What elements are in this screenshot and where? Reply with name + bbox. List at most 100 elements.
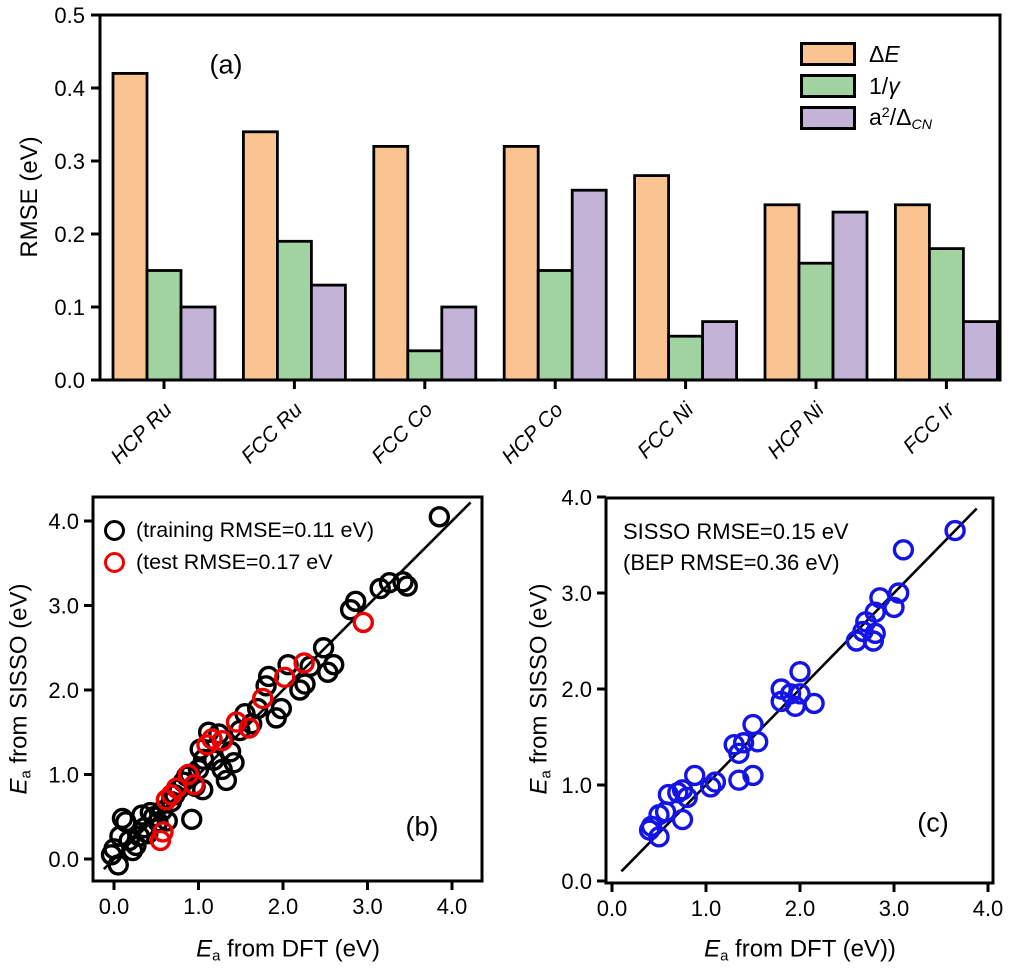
bar-fcc-co-s0: [372, 144, 410, 382]
point-test-12: [252, 687, 274, 710]
test-legend-label: (test RMSE=0.17 eV: [136, 549, 333, 574]
a2dcn-swatch: [800, 106, 856, 130]
x-tick-label: 2.0: [268, 894, 299, 919]
legend-item-gamma-label: 1/γ: [869, 73, 900, 100]
y-tick-label: 3.0: [561, 581, 592, 606]
squared-superscript: 2: [881, 104, 890, 121]
point-training-49: [312, 637, 335, 659]
x-tick-label: 3.0: [352, 894, 383, 919]
point-test-14: [293, 652, 315, 674]
bar-hcp-co-s0: [502, 144, 540, 382]
panel-c-x-axis-label: Ea from DFT (eV)): [704, 935, 896, 964]
x-tick-label: 4.0: [437, 894, 468, 919]
a-subscript: a: [212, 948, 221, 965]
point-training-46: [289, 679, 311, 701]
point-training-34: [215, 769, 238, 792]
y-tick-label: 4.0: [48, 509, 79, 534]
panel-c-chart: 0.0 1.0 2.0 3.0 4.0 0.0 1.0 2.0 3.0 4.0: [561, 490, 1004, 921]
x-tick-label: 1.0: [691, 896, 722, 921]
x-tick-label: FCC Ru: [237, 398, 307, 468]
point-training-36: [223, 751, 245, 774]
a-subscript: a: [18, 770, 35, 779]
y-tick-label: 0.1: [54, 295, 85, 320]
point-training-58: [428, 506, 451, 528]
x-tick-label: HCP Ru: [106, 398, 176, 468]
point-training-56: [392, 571, 414, 593]
point-SISSO-13: [728, 769, 750, 791]
point-SISSO-34: [883, 596, 905, 619]
bep-rmse-text: (BEP RMSE=0.36 eV): [623, 550, 840, 575]
E-symbol: E: [884, 40, 900, 67]
bar-hcp-ru-s0: [111, 72, 149, 382]
point-test-6: [183, 773, 205, 796]
point-training-24: [181, 808, 203, 830]
plot-frame: [604, 496, 995, 885]
y-tick-label: 0.0: [54, 368, 85, 393]
panel-a-letter: (a): [209, 49, 243, 80]
one-over: 1/: [869, 72, 889, 99]
point-SISSO-36: [892, 539, 915, 561]
point-SISSO-25: [789, 661, 811, 683]
CN-subscript: CN: [911, 116, 933, 133]
point-training-44: [270, 697, 293, 720]
bar-fcc-ir-s0: [894, 203, 931, 382]
legend-item-a2dcn: a2/ΔCN: [800, 102, 932, 134]
bar-fcc-ru-s1: [275, 239, 313, 382]
y-tick-label: 0.3: [54, 149, 85, 174]
point-SISSO-8: [671, 808, 694, 831]
legend-item-gamma: 1/γ: [800, 70, 932, 102]
xlabel-rest: from DFT (eV): [220, 935, 380, 963]
Ea-italic: E: [704, 935, 721, 963]
plot-frame: [98, 13, 1002, 382]
a-subscript: a: [720, 948, 729, 965]
over-delta: /Δ: [889, 103, 912, 130]
training-legend-label: (training RMSE=0.11 eV): [136, 517, 375, 542]
point-training-4: [111, 807, 134, 830]
Ea-italic: E: [525, 778, 553, 795]
point-test-8: [201, 728, 223, 750]
a-subscript: a: [538, 770, 555, 779]
point-training-57: [396, 575, 418, 597]
Ea-italic: E: [5, 778, 33, 795]
bar-fcc-ru-s2: [309, 283, 347, 382]
bar-fcc-ni-s2: [701, 320, 738, 382]
x-tick-label: HCP Ni: [763, 397, 829, 463]
x-tick-label: 1.0: [183, 894, 214, 919]
point-training-2: [107, 854, 129, 876]
point-SISSO-9: [676, 786, 698, 809]
bar-fcc-ni-s0: [633, 174, 670, 382]
point-SISSO-14: [742, 764, 764, 787]
point-test-13: [273, 666, 296, 689]
gamma-swatch: [800, 74, 856, 98]
y-tick-label: 3.0: [48, 594, 79, 619]
point-test-15: [352, 611, 374, 634]
point-SISSO-37: [944, 519, 966, 542]
point-SISSO-33: [869, 587, 891, 609]
x-tick-label: 4.0: [973, 896, 1004, 921]
xlabel-rest: from DFT (eV)): [728, 935, 896, 963]
panel-a-y-axis-label: RMSE (eV): [16, 136, 43, 258]
bar-fcc-co-s2: [440, 305, 478, 382]
panel-c-letter: (c): [917, 807, 949, 838]
panel-b-letter: (b): [405, 811, 439, 842]
x-tick-label: FCC Ir: [899, 398, 960, 459]
ylabel-rest: from SISSO (eV): [525, 583, 553, 771]
point-SISSO-2: [648, 826, 670, 848]
point-SISSO-35: [888, 582, 910, 604]
y-tick-label: 1.0: [48, 763, 79, 788]
point-SISSO-31: [864, 622, 886, 645]
bar-fcc-ir-s1: [928, 247, 965, 382]
bar-hcp-ni-s2: [831, 210, 869, 382]
point-training-29: [192, 748, 215, 770]
ylabel-rest: from SISSO (eV): [5, 583, 33, 771]
point-training-8: [125, 834, 147, 857]
delta-symbol: Δ: [869, 40, 885, 67]
point-test-9: [211, 729, 233, 752]
y-tick-label: 1.0: [561, 773, 592, 798]
panel-a-legend: ΔE 1/γ a2/ΔCN: [800, 38, 932, 134]
y-tick-label: 0.4: [54, 76, 85, 101]
gamma-symbol: γ: [888, 72, 900, 99]
bar-fcc-co-s1: [406, 349, 444, 382]
dE-swatch: [800, 42, 856, 66]
y-tick-label: 0.2: [54, 222, 85, 247]
